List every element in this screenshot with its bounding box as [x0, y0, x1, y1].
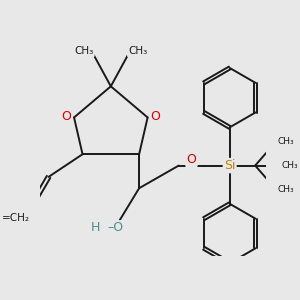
Text: CH₃: CH₃ [74, 46, 94, 56]
Text: O: O [151, 110, 160, 122]
Text: H: H [91, 221, 100, 234]
Text: =CH₂: =CH₂ [2, 213, 30, 223]
Text: O: O [187, 153, 196, 166]
Text: CH₃: CH₃ [128, 46, 147, 56]
Text: Si: Si [224, 159, 236, 172]
Text: CH₃: CH₃ [281, 161, 298, 170]
Text: –O: –O [107, 221, 123, 234]
Text: CH₃: CH₃ [278, 137, 294, 146]
Text: O: O [61, 110, 71, 122]
Text: CH₃: CH₃ [278, 185, 294, 194]
